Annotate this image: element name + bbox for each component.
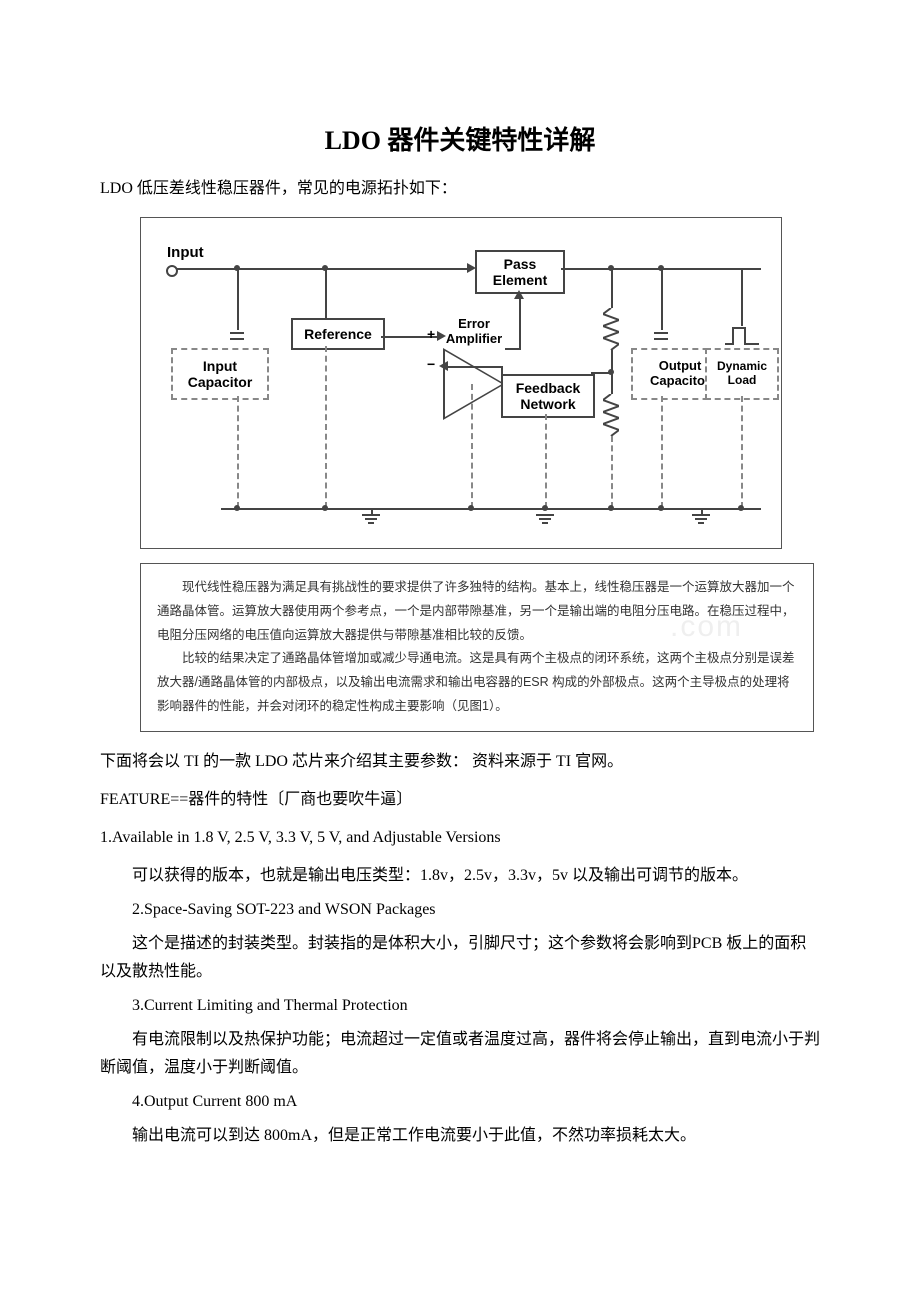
ldo-topology-diagram: Input Pass Element Input Capacitor Refer… <box>140 217 820 549</box>
after-diagram-note: 下面将会以 TI 的一款 LDO 芯片来介绍其主要参数： 资料来源于 TI 官网… <box>100 748 820 776</box>
block-feedback-network: Feedback Network <box>501 374 595 418</box>
feature-3-body: 有电流限制以及热保护功能；电流超过一定值或者温度过高，器件将会停止输出，直到电流… <box>100 1026 820 1082</box>
resistor-lower <box>603 394 619 436</box>
caption-paragraph-2: 比较的结果决定了通路晶体管增加或减少导通电流。这是具有两个主极点的闭环系统，这两… <box>157 647 797 718</box>
input-terminal <box>166 265 178 277</box>
caption-paragraph-1: 现代线性稳压器为满足具有挑战性的要求提供了许多独特的结构。基本上，线性稳压器是一… <box>157 576 797 647</box>
label-error-amplifier: Error Amplifier <box>439 316 509 346</box>
block-error-amplifier <box>443 348 505 420</box>
feature-2-head: 2.Space-Saving SOT-223 and WSON Packages <box>100 896 820 924</box>
figure-caption-box: .com 现代线性稳压器为满足具有挑战性的要求提供了许多独特的结构。基本上，线性… <box>140 563 814 732</box>
feature-4-body: 输出电流可以到达 800mA，但是正常工作电流要小于此值，不然功率损耗太大。 <box>100 1122 820 1150</box>
feature-2-body: 这个是描述的封装类型。封装指的是体积大小，引脚尺寸；这个参数将会影响到PCB 板… <box>100 930 820 986</box>
amp-plus-sign: + <box>427 326 435 342</box>
document-title: LDO 器件关键特性详解 <box>100 120 820 157</box>
feature-3-head: 3.Current Limiting and Thermal Protectio… <box>100 992 820 1020</box>
feature-1-head: 1.Available in 1.8 V, 2.5 V, 3.3 V, 5 V,… <box>100 824 820 852</box>
label-input: Input <box>167 244 204 261</box>
resistor-upper <box>603 308 619 350</box>
block-input-capacitor: Input Capacitor <box>171 348 269 400</box>
feature-4-head: 4.Output Current 800 mA <box>100 1088 820 1116</box>
feature-heading: FEATURE==器件的特性〔厂商也要吹牛逼〕 <box>100 786 820 814</box>
dynamic-load-pulse-icon <box>725 326 759 346</box>
feature-1-body: 可以获得的版本，也就是输出电压类型：1.8v，2.5v，3.3v，5v 以及输出… <box>100 862 820 890</box>
block-pass-element: Pass Element <box>475 250 565 294</box>
intro-paragraph: LDO 低压差线性稳压器件，常见的电源拓扑如下： <box>100 175 820 203</box>
block-dynamic-load: Dynamic Load <box>705 348 779 400</box>
amp-minus-sign: − <box>427 356 435 372</box>
block-reference: Reference <box>291 318 385 350</box>
